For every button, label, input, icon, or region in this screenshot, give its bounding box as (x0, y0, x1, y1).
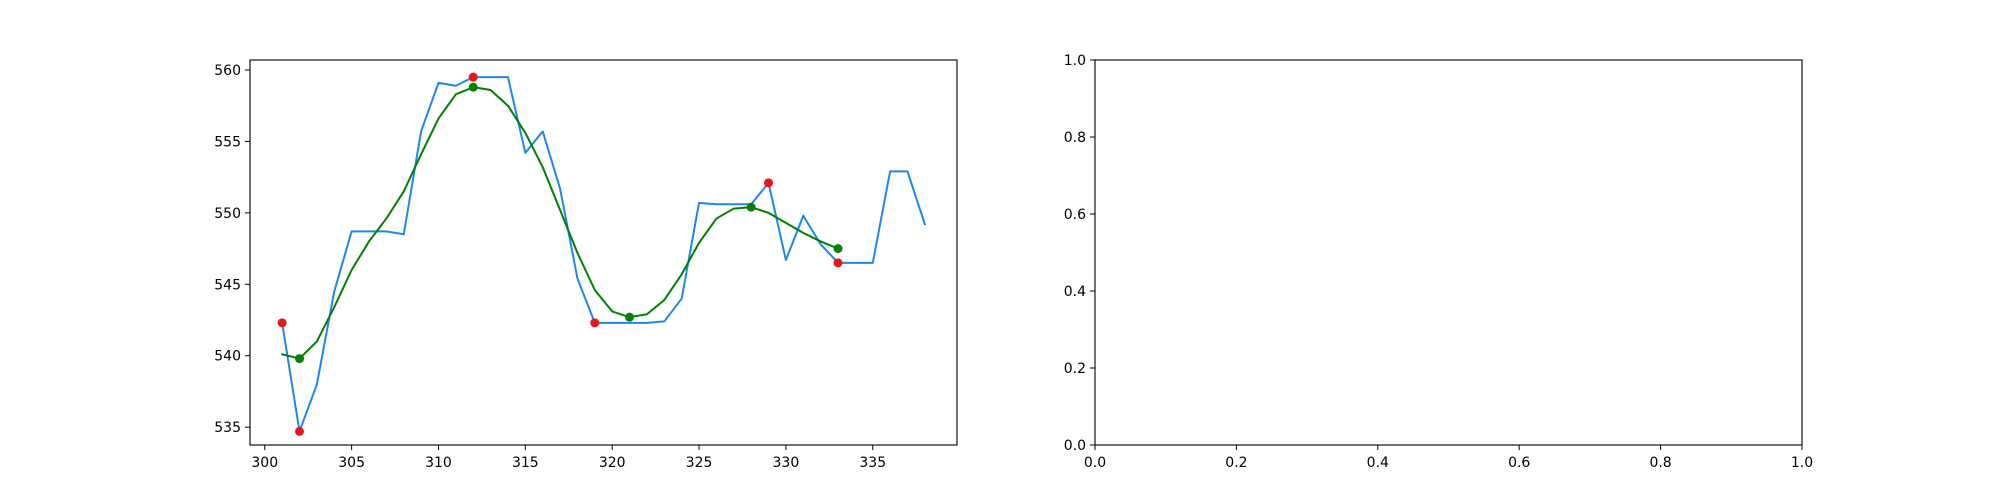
left-y-tick-label: 555 (214, 134, 241, 150)
left-x-tick-label: 320 (599, 455, 626, 471)
right-y-tick-label: 0.6 (1064, 207, 1086, 223)
right-y-tick-label: 1.0 (1064, 53, 1086, 69)
scatter-point-2-1 (295, 426, 305, 436)
scatter-point-3-4 (833, 244, 843, 254)
right-x-tick-label: 0.4 (1367, 455, 1389, 471)
right-y-tick-label: 0.2 (1064, 361, 1086, 377)
left-x-tick-label: 330 (773, 455, 800, 471)
left-x-tick-label: 300 (251, 455, 278, 471)
left-axes-frame (249, 59, 958, 446)
left-y-tick-label: 560 (214, 63, 241, 79)
left-x-tick-label: 305 (338, 455, 365, 471)
right-x-tick-label: 0.2 (1225, 455, 1247, 471)
left-y-tick-label: 540 (214, 349, 241, 365)
right-y-tick-label: 0.0 (1064, 438, 1086, 454)
scatter-point-2-5 (833, 258, 843, 268)
left-y-tick-label: 535 (214, 420, 241, 436)
left-x-tick-label: 310 (425, 455, 452, 471)
left-plot: 300 305 310 315 320 325 330 335 535 540 545 550 555 5… (214, 59, 958, 471)
scatter-point-3-2 (625, 312, 635, 322)
left-series-group (277, 72, 927, 436)
right-plot-empty: 0.0 0.2 0.4 0.6 0.8 1.0 0.0 0.2 0.4 0.6 0.8 1.0 (1064, 53, 1813, 471)
left-y-tick-label: 550 (214, 206, 241, 222)
right-x-tick-label: 1.0 (1791, 455, 1813, 471)
scatter-point-2-3 (590, 318, 600, 328)
right-x-tick-label: 0.8 (1649, 455, 1671, 471)
series-line-1 (280, 86, 840, 360)
right-x-tick-label: 0.6 (1508, 455, 1530, 471)
scatter-point-2-0 (277, 318, 287, 328)
scatter-point-3-1 (468, 82, 478, 92)
scatter-point-3-0 (295, 354, 305, 364)
scatter-point-2-2 (468, 72, 478, 82)
left-y-tick-label: 545 (214, 277, 241, 293)
right-y-tick-label: 0.8 (1064, 130, 1086, 146)
left-x-tick-label: 335 (859, 455, 886, 471)
right-x-tick-label: 0.0 (1084, 455, 1106, 471)
left-x-tick-label: 325 (686, 455, 713, 471)
left-x-tick-label: 315 (512, 455, 539, 471)
right-axes-frame (1094, 59, 1803, 446)
scatter-point-2-4 (764, 178, 774, 188)
right-y-tick-label: 0.4 (1064, 284, 1086, 300)
scatter-point-3-3 (746, 202, 756, 212)
